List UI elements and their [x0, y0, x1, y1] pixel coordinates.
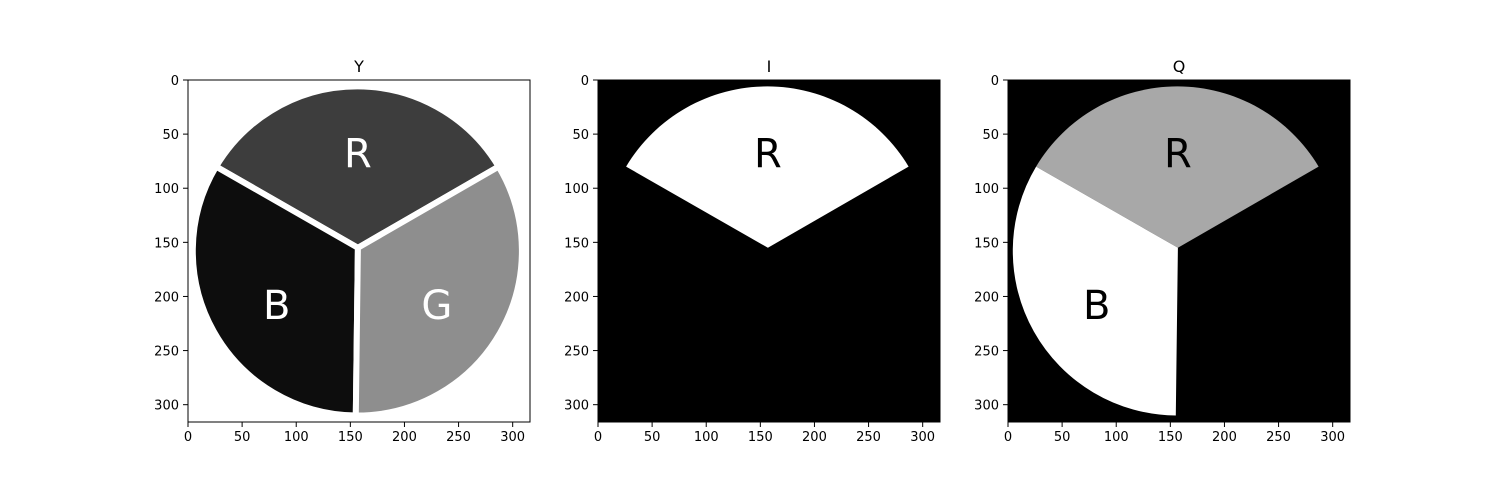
y-tick-label: 0 [991, 74, 999, 89]
x-tick-label: 300 [910, 430, 935, 445]
axes-frame [187, 79, 531, 423]
y-tick-label: 300 [154, 399, 179, 414]
x-tick-label: 200 [802, 430, 827, 445]
y-tick-label: 200 [974, 290, 999, 305]
y-tick-label: 150 [154, 236, 179, 251]
sector-label-b: B [263, 283, 290, 329]
panel-image: R B G [189, 83, 525, 419]
panel-Y: R B G Y 0 50 100 150 200 250 300 0 50 100 150 200 250 300 [154, 57, 531, 445]
x-tick-label: 50 [644, 430, 661, 445]
sector-b [1012, 166, 1178, 416]
panel-title: Q [1173, 57, 1186, 76]
x-tick-label: 0 [594, 430, 602, 445]
y-tick-label: 300 [974, 399, 999, 414]
y-tick-label: 50 [572, 128, 589, 143]
panel-title: Y [353, 57, 364, 76]
sector-r [213, 83, 502, 251]
sector-label-r: R [344, 132, 372, 178]
y-tick-label: 200 [154, 290, 179, 305]
sector-g [352, 163, 525, 419]
sector-r [1036, 86, 1319, 248]
x-tick-label: 200 [392, 430, 417, 445]
panel-I: R I 0 50 100 150 200 250 300 0 50 100 150 200 250 300 [564, 57, 941, 445]
y-tick-label: 250 [974, 345, 999, 360]
x-tick-label: 50 [1054, 430, 1071, 445]
x-tick-label: 50 [234, 430, 251, 445]
y-tick-label: 100 [974, 182, 999, 197]
x-tick-label: 0 [184, 430, 192, 445]
sector-b [189, 163, 361, 419]
sector-label-g: G [421, 283, 452, 329]
y-tick-label: 50 [162, 128, 179, 143]
axes-frame [597, 79, 941, 423]
x-tick-label: 300 [1320, 430, 1345, 445]
y-tick-label: 0 [581, 74, 589, 89]
sector-label-r: R [1164, 132, 1192, 178]
x-tick-label: 200 [1212, 430, 1237, 445]
y-tick-label: 50 [982, 128, 999, 143]
y-tick-label: 200 [564, 290, 589, 305]
sector-r [626, 86, 909, 248]
y-tick-label: 100 [154, 182, 179, 197]
sector-label-r: R [754, 132, 782, 178]
panel-image: RB [1012, 86, 1319, 416]
y-tick-label: 250 [564, 345, 589, 360]
x-tick-label: 100 [694, 430, 719, 445]
sector-label-b: B [1083, 283, 1110, 329]
y-tick-label: 150 [564, 236, 589, 251]
x-tick-label: 100 [284, 430, 309, 445]
x-tick-label: 250 [446, 430, 471, 445]
axes-frame [1007, 79, 1351, 423]
y-tick-label: 0 [171, 74, 179, 89]
y-tick-label: 250 [154, 345, 179, 360]
panel-image: R [626, 86, 909, 248]
x-tick-label: 100 [1104, 430, 1129, 445]
x-tick-label: 300 [500, 430, 525, 445]
x-tick-label: 150 [338, 430, 363, 445]
x-tick-label: 250 [1266, 430, 1291, 445]
y-tick-label: 150 [974, 236, 999, 251]
x-tick-label: 150 [1158, 430, 1183, 445]
x-tick-label: 0 [1004, 430, 1012, 445]
y-tick-label: 300 [564, 399, 589, 414]
x-tick-label: 150 [748, 430, 773, 445]
y-tick-label: 100 [564, 182, 589, 197]
panel-title: I [767, 57, 772, 76]
x-tick-label: 250 [856, 430, 881, 445]
